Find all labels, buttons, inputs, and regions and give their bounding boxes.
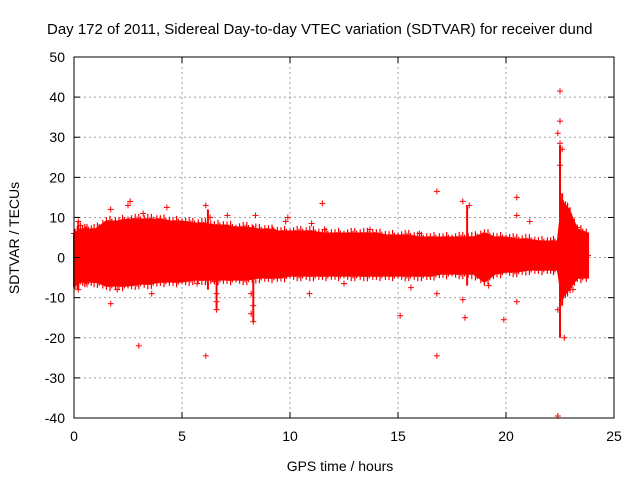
data-point	[557, 88, 563, 95]
data-point	[433, 290, 440, 297]
data-point	[433, 188, 440, 195]
data-point	[248, 310, 255, 317]
data-point	[407, 284, 414, 291]
data-point	[107, 300, 114, 307]
data-point	[397, 312, 404, 319]
data-point	[250, 318, 257, 325]
data-point	[202, 202, 209, 209]
data-point	[125, 202, 131, 209]
data-band	[73, 145, 590, 338]
data-point	[107, 206, 114, 213]
data-point	[207, 214, 214, 221]
data-point	[114, 286, 121, 293]
data-point	[500, 316, 507, 323]
data-point	[459, 296, 466, 303]
data-point	[75, 286, 82, 293]
data-point	[248, 290, 255, 297]
data-point	[211, 278, 218, 285]
data-markers	[71, 88, 592, 419]
data-point	[252, 212, 259, 219]
y-tick-label: -40	[45, 410, 65, 426]
data-point	[213, 298, 220, 305]
data-point	[585, 252, 592, 259]
data-point	[282, 218, 289, 225]
y-tick-label: 0	[57, 250, 65, 266]
data-point	[202, 352, 209, 359]
data-point	[557, 162, 563, 169]
data-point	[466, 202, 473, 209]
data-point	[459, 198, 466, 205]
data-point	[554, 130, 561, 137]
data-point	[127, 198, 134, 205]
y-tick-label: -30	[45, 370, 65, 386]
axis-ticks: 0 5 10 15 20 25 -40 -30 -20 -10 0 10 20 30 40 50	[45, 49, 622, 444]
y-tick-label: 20	[49, 169, 65, 185]
grid-lines	[74, 57, 614, 418]
data-point	[561, 334, 568, 341]
data-point	[513, 298, 520, 305]
data-point	[213, 306, 220, 313]
y-tick-label: -10	[45, 290, 65, 306]
data-point	[140, 210, 147, 217]
data-point	[433, 352, 440, 359]
data-point	[148, 290, 155, 297]
data-point	[321, 226, 328, 233]
data-point	[416, 230, 423, 237]
data-point	[569, 286, 576, 293]
data-point	[75, 218, 82, 225]
x-tick-label: 25	[606, 428, 622, 444]
data-point	[250, 302, 257, 309]
x-tick-label: 15	[390, 428, 406, 444]
data-point	[513, 212, 520, 219]
data-point	[224, 212, 231, 219]
data-point	[526, 218, 533, 225]
data-point	[308, 220, 315, 227]
y-tick-label: 30	[49, 129, 65, 145]
data-point	[574, 224, 581, 231]
y-axis-label: SDTVAR / TECUs	[6, 182, 22, 294]
y-tick-label: 10	[49, 209, 65, 225]
data-point	[559, 146, 566, 153]
data-point	[513, 194, 520, 201]
y-tick-label: -20	[45, 330, 65, 346]
x-tick-label: 10	[282, 428, 298, 444]
chart-title: Day 172 of 2011, Sidereal Day-to-day VTE…	[47, 21, 593, 38]
data-point	[269, 226, 276, 233]
data-point	[557, 140, 563, 147]
data-point	[135, 342, 142, 349]
x-axis-label: GPS time / hours	[287, 458, 394, 474]
data-point	[306, 290, 313, 297]
data-point	[554, 306, 561, 313]
data-point	[461, 314, 468, 321]
data-point	[284, 214, 291, 221]
data-point	[213, 290, 220, 297]
data-point	[485, 282, 492, 289]
x-tick-label: 5	[178, 428, 186, 444]
data-point	[194, 280, 201, 287]
plot-frame	[73, 56, 615, 419]
data-point	[557, 118, 563, 125]
y-tick-label: 50	[49, 49, 65, 65]
data-point	[163, 204, 170, 211]
data-point	[341, 280, 347, 287]
data-point	[319, 200, 326, 207]
data-point	[366, 226, 373, 233]
x-tick-label: 20	[498, 428, 514, 444]
x-tick-label: 0	[70, 428, 78, 444]
y-tick-label: 40	[49, 89, 65, 105]
data-point	[77, 222, 84, 229]
